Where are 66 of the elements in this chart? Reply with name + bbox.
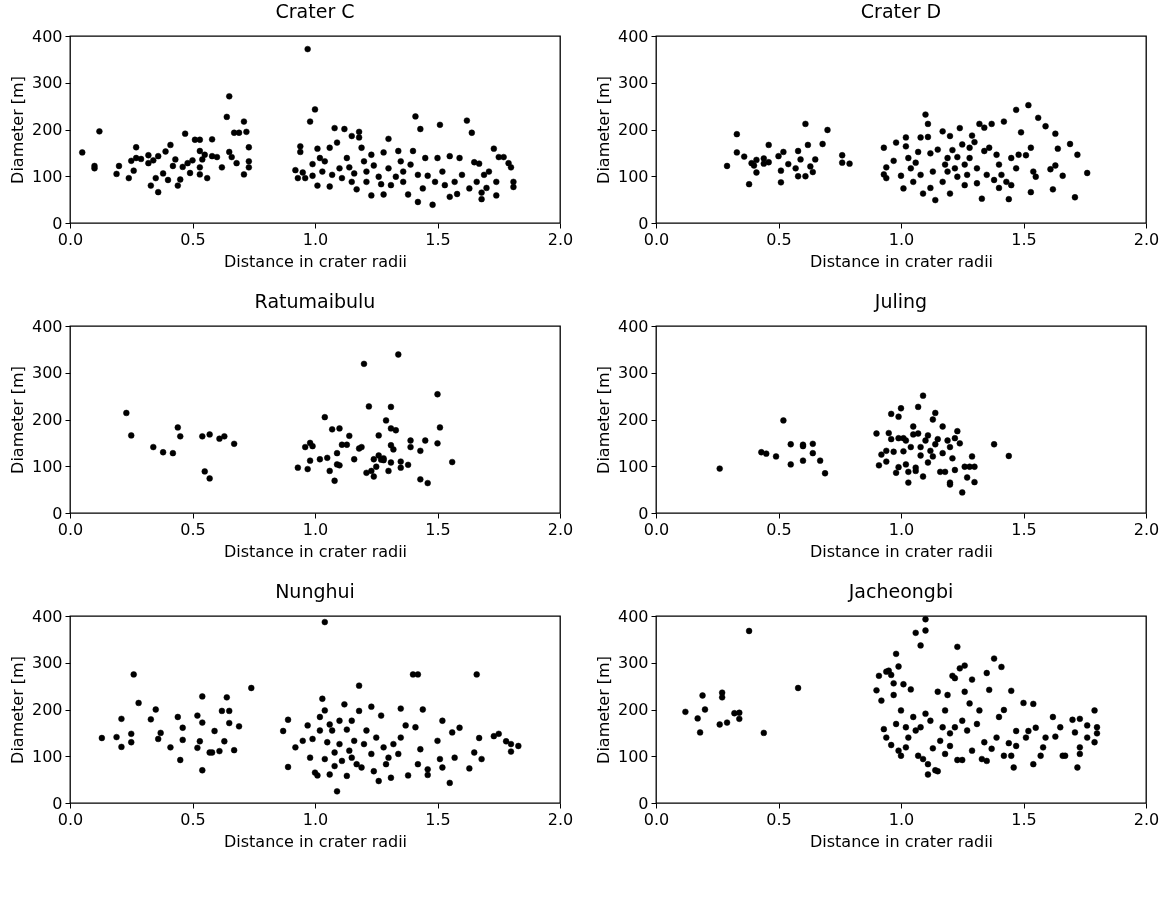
chart-title: Juling — [873, 290, 928, 312]
chart-title: Nunghui — [275, 580, 355, 602]
y-tick-label: 100 — [617, 166, 649, 186]
y-tick-label: 300 — [31, 73, 63, 93]
x-axis-title: Distance in crater radii — [223, 541, 408, 561]
x-tick-label: 1.0 — [302, 229, 329, 249]
y-tick-label: 400 — [31, 316, 63, 336]
y-tick-label: 300 — [617, 363, 649, 383]
chart-title: Crater C — [275, 0, 355, 22]
chart-title: Ratumaibulu — [254, 290, 376, 312]
x-tick-label: 1.5 — [1011, 809, 1037, 829]
y-tick-label: 100 — [31, 166, 63, 186]
y-tick-label: 200 — [617, 120, 649, 139]
x-tick-label: 1.0 — [302, 519, 329, 539]
y-tick-label: 400 — [31, 26, 63, 46]
x-tick-label: 2.0 — [1133, 519, 1160, 539]
y-axis-title: Diameter [m] — [593, 366, 613, 474]
x-tick-label: 1.5 — [425, 519, 451, 539]
x-axis-title: Distance in crater radii — [809, 831, 994, 851]
y-tick-label: 200 — [617, 700, 649, 719]
x-axis-title: Distance in crater radii — [223, 831, 408, 851]
y-tick-label: 300 — [31, 363, 63, 383]
x-tick-label: 2.0 — [1133, 229, 1160, 249]
y-axis-title: Diameter [m] — [7, 76, 27, 184]
x-tick-label: 1.5 — [425, 809, 451, 829]
x-axis-title: Distance in crater radii — [809, 251, 994, 271]
x-tick-label: 2.0 — [1133, 809, 1160, 829]
x-tick-label: 0.5 — [766, 809, 792, 829]
y-tick-label: 200 — [617, 410, 649, 429]
y-tick-label: 300 — [617, 653, 649, 673]
x-tick-label: 0.5 — [180, 229, 206, 249]
y-tick-label: 200 — [31, 700, 63, 719]
x-tick-label: 1.5 — [1011, 229, 1037, 249]
y-tick-label: 300 — [617, 73, 649, 93]
y-axis-title: Diameter [m] — [7, 366, 27, 474]
y-tick-label: 400 — [31, 606, 63, 626]
y-axis-title: Diameter [m] — [593, 656, 613, 764]
y-tick-label: 100 — [617, 746, 649, 766]
x-tick-label: 1.0 — [888, 519, 915, 539]
x-tick-label: 2.0 — [547, 519, 574, 539]
x-tick-label: 1.0 — [888, 809, 915, 829]
x-tick-label: 0.5 — [766, 229, 792, 249]
x-tick-label: 0.5 — [180, 809, 206, 829]
y-tick-label: 100 — [31, 746, 63, 766]
x-tick-label: 0.5 — [180, 519, 206, 539]
x-tick-label: 2.0 — [547, 229, 574, 249]
y-axis-title: Diameter [m] — [593, 76, 613, 184]
y-tick-label: 400 — [617, 316, 649, 336]
chart-title: Jacheongbi — [847, 580, 954, 602]
y-tick-label: 100 — [617, 456, 649, 476]
y-axis-title: Diameter [m] — [7, 656, 27, 764]
y-tick-label: 300 — [31, 653, 63, 673]
x-tick-label: 2.0 — [547, 809, 574, 829]
y-tick-label: 200 — [31, 410, 63, 429]
x-tick-label: 0.5 — [766, 519, 792, 539]
x-tick-label: 1.0 — [302, 809, 329, 829]
x-axis-title: Distance in crater radii — [223, 251, 408, 271]
y-tick-label: 400 — [617, 606, 649, 626]
x-tick-label: 1.5 — [425, 229, 451, 249]
x-tick-label: 1.0 — [888, 229, 915, 249]
y-tick-label: 100 — [31, 456, 63, 476]
y-tick-label: 400 — [617, 26, 649, 46]
chart-title: Crater D — [860, 0, 942, 22]
x-axis-title: Distance in crater radii — [809, 541, 994, 561]
y-tick-label: 200 — [31, 120, 63, 139]
x-tick-label: 1.5 — [1011, 519, 1037, 539]
